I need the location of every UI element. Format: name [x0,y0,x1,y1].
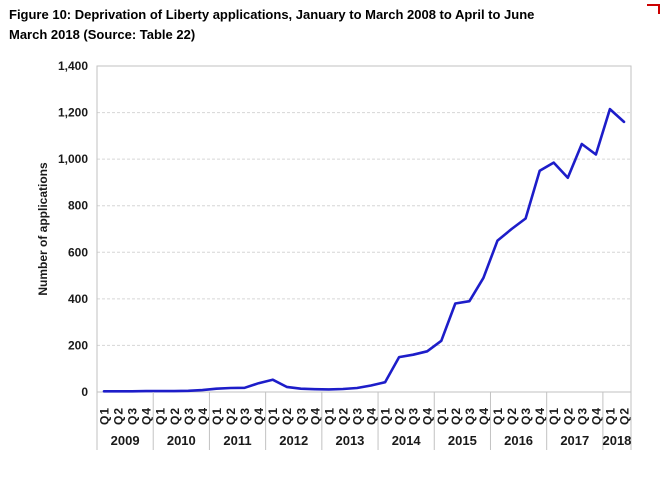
x-axis-quarter-label: Q4 [140,407,154,425]
x-axis-year-label: 2015 [448,433,477,448]
x-axis-quarter-label: Q1 [322,407,336,425]
x-axis-quarter-label: Q4 [308,407,322,425]
x-axis-quarter-label: Q1 [266,407,280,425]
x-axis-quarter-label: Q1 [154,407,168,425]
plot-border [96,65,632,393]
x-axis-year-label: 2016 [504,433,533,448]
figure-title-line-1: Figure 10: Deprivation of Liberty applic… [9,7,535,22]
x-axis-quarter-label: Q2 [112,407,126,425]
applications-data-line [102,107,626,393]
x-axis-quarter-label: Q1 [547,407,561,425]
x-axis-quarter-label: Q2 [168,407,182,425]
y-axis-tick-label: 1,000 [58,152,88,166]
figure-title-line-2: March 2018 (Source: Table 22) [9,26,196,42]
y-axis-tick-label: 800 [68,199,88,213]
x-axis-quarter-label: Q2 [505,407,519,425]
x-axis-quarter-label: Q4 [252,407,266,425]
x-axis-quarter-label: Q4 [365,407,379,425]
y-axis-tick-label: 400 [68,292,88,306]
x-axis-year-label: 2012 [279,433,308,448]
x-axis-year-label: 2013 [335,433,364,448]
x-axis-quarter-label: Q4 [533,407,547,425]
y-axis-tick-label: 0 [81,385,88,399]
y-axis-tick-label: 600 [68,245,88,259]
x-axis-quarter-label: Q4 [477,407,491,425]
y-axis-tick-label: 1,400 [58,59,88,73]
x-axis-year-label: 2014 [392,433,422,448]
x-axis-quarter-label: Q2 [449,407,463,425]
red-corner-annotation-mark [647,4,660,14]
figure-title: Figure 10: Deprivation of Liberty applic… [9,5,639,44]
y-axis-tick-label: 1,200 [58,106,88,120]
x-axis-quarter-label: Q4 [421,407,435,425]
x-axis-year-label: 2017 [560,433,589,448]
x-axis-quarter-label: Q3 [238,407,252,425]
x-axis-quarter-label: Q1 [603,407,617,425]
x-axis-quarter-label: Q3 [126,407,140,425]
x-axis-quarter-label: Q3 [182,407,196,425]
x-axis-quarter-label: Q3 [519,407,533,425]
x-axis-quarter-label: Q3 [463,407,477,425]
x-axis-quarter-label: Q1 [98,407,112,425]
x-axis-quarter-label: Q4 [196,407,210,425]
x-axis-quarter-label: Q1 [491,407,505,425]
x-axis-quarter-label: Q2 [336,407,350,425]
x-axis-quarter-label: Q2 [224,407,238,425]
x-axis-quarter-label: Q1 [379,407,393,425]
x-axis-quarter-label: Q2 [561,407,575,425]
x-axis-year-label: 2010 [167,433,196,448]
y-axis-tick-label: 200 [68,338,88,352]
x-axis-year-label: 2018 [602,433,631,448]
x-axis-year-label: 2009 [111,433,140,448]
x-axis-quarter-label: Q1 [210,407,224,425]
x-axis-quarter-label: Q1 [435,407,449,425]
x-axis-quarter-label: Q2 [280,407,294,425]
y-axis-title: Number of applications [36,162,50,296]
x-axis-year-label: 2011 [223,433,251,448]
x-axis-quarter-label: Q4 [589,407,603,425]
x-axis-quarter-label: Q2 [393,407,407,425]
x-axis-quarter-label: Q3 [294,407,308,425]
x-axis-quarter-label: Q3 [350,407,364,425]
x-axis-quarter-label: Q3 [407,407,421,425]
x-axis-quarter-label: Q3 [575,407,589,425]
x-axis-quarter-label: Q2 [617,407,631,425]
